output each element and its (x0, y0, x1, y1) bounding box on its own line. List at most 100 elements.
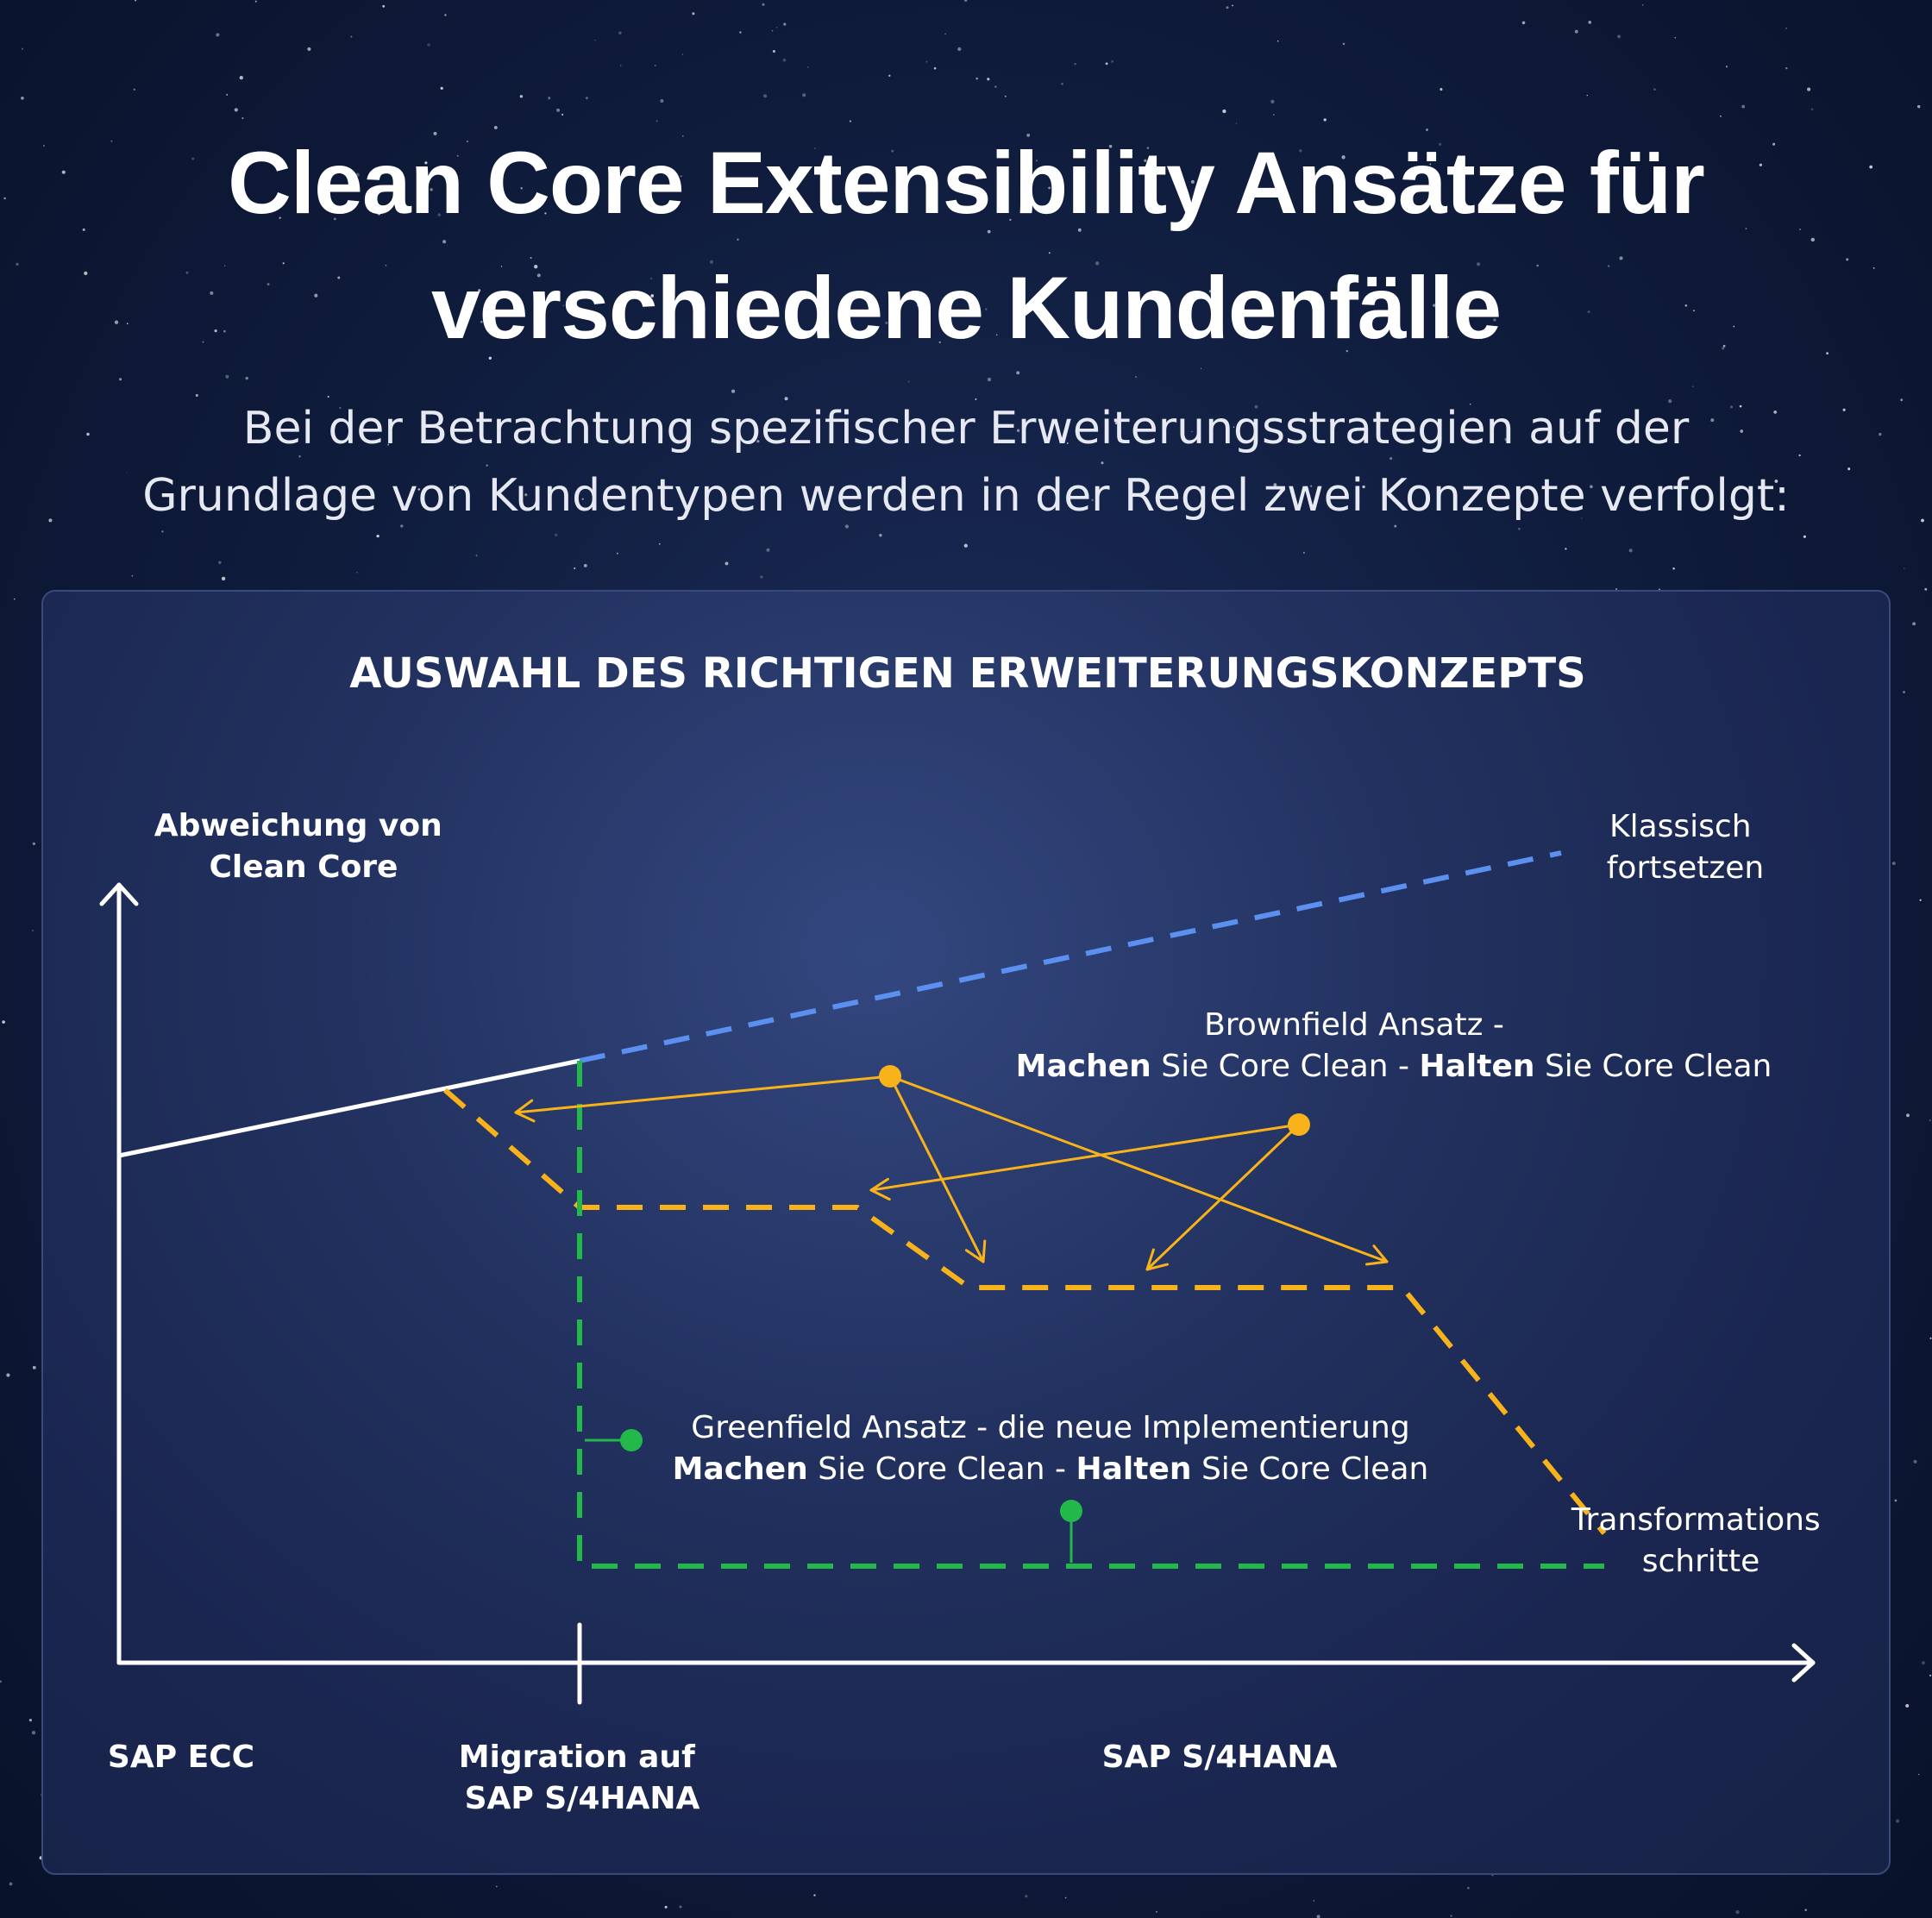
star (1310, 485, 1313, 487)
star (1653, 88, 1656, 91)
star (82, 228, 85, 231)
star (1725, 66, 1728, 68)
star (424, 161, 428, 165)
star (350, 35, 353, 38)
star (1132, 321, 1134, 323)
star (31, 929, 34, 932)
star (1218, 304, 1221, 307)
star (1710, 418, 1715, 423)
star (734, 155, 738, 159)
star (849, 120, 851, 122)
star (1064, 1896, 1067, 1899)
star (1048, 186, 1051, 190)
star (873, 191, 875, 192)
star (1362, 485, 1365, 489)
star (1586, 94, 1589, 97)
star (387, 443, 390, 446)
star (191, 157, 195, 160)
star (1114, 421, 1119, 425)
star (555, 533, 558, 537)
star (1628, 548, 1633, 553)
star (1346, 349, 1348, 353)
star (1807, 87, 1811, 91)
greenfield-label-bold-1: Machen (673, 1451, 808, 1487)
star (724, 561, 729, 566)
star (1741, 104, 1746, 109)
panel-heading: AUSWAHL DES RICHTIGEN ERWEITERUNGSKONZEP… (349, 649, 1585, 698)
star (1191, 430, 1193, 433)
greenfield-label-bold-2: Halten (1076, 1451, 1192, 1487)
star (456, 154, 459, 157)
brownfield-origin-dot-1 (879, 1065, 901, 1087)
star (385, 264, 387, 266)
star (1587, 310, 1590, 314)
star (737, 238, 739, 241)
brownfield-arrow-1-shaft (514, 1075, 892, 1114)
star (1574, 29, 1578, 34)
star (1735, 1909, 1740, 1915)
star (813, 1894, 816, 1896)
star (161, 530, 164, 533)
star (480, 320, 483, 323)
brownfield-arrow-5-head (1145, 1248, 1169, 1271)
star (210, 291, 214, 295)
star (583, 563, 587, 567)
star (658, 542, 661, 545)
star (766, 548, 770, 552)
star (126, 323, 129, 325)
star (938, 341, 941, 344)
title-line-1: Clean Core Extensibility Ansätze für (228, 134, 1705, 232)
star (1617, 34, 1622, 39)
brownfield-path (443, 1087, 1607, 1535)
brownfield-arrows (514, 1075, 1389, 1271)
star (1619, 436, 1622, 438)
star (581, 498, 584, 500)
greenfield-marker-dot-2 (1060, 1500, 1082, 1522)
star (43, 145, 45, 147)
star (1745, 228, 1747, 230)
star (1144, 159, 1147, 163)
star (343, 187, 348, 191)
star (1846, 258, 1849, 261)
y-axis-label: Abweichung von Clean Core (154, 808, 454, 885)
transformation-label-line-1: Transformations (1571, 1502, 1821, 1538)
star (1146, 147, 1150, 149)
star (1273, 114, 1275, 116)
star (1739, 404, 1742, 408)
brownfield-label-bold-2: Halten (1420, 1049, 1535, 1084)
star (1672, 567, 1675, 570)
star (784, 397, 788, 401)
star (781, 178, 783, 180)
star (561, 113, 564, 116)
star (61, 170, 66, 174)
star (307, 47, 311, 51)
star (807, 66, 809, 68)
star (225, 374, 229, 379)
star (650, 294, 655, 298)
star (1222, 109, 1226, 114)
y-axis-label-line-2: Clean Core (210, 849, 398, 885)
star (987, 378, 992, 382)
star (620, 65, 622, 66)
star (1074, 62, 1076, 66)
star (660, 99, 664, 103)
star (1251, 313, 1254, 317)
star (377, 211, 381, 216)
star (1235, 122, 1238, 124)
star (1799, 229, 1801, 230)
star (1918, 1773, 1920, 1776)
star (1232, 4, 1234, 7)
ecc-deviation-line (116, 1058, 582, 1158)
star (466, 140, 468, 143)
star (1101, 461, 1104, 465)
star (925, 60, 928, 63)
star (131, 574, 134, 577)
star (444, 14, 447, 16)
star (802, 93, 806, 97)
star (1759, 163, 1763, 166)
star (1581, 517, 1583, 519)
star (245, 376, 248, 380)
star (1740, 429, 1744, 433)
star (1135, 376, 1138, 379)
subtitle-line-1: Bei der Betrachtung spezifischer Erweite… (242, 403, 1690, 454)
